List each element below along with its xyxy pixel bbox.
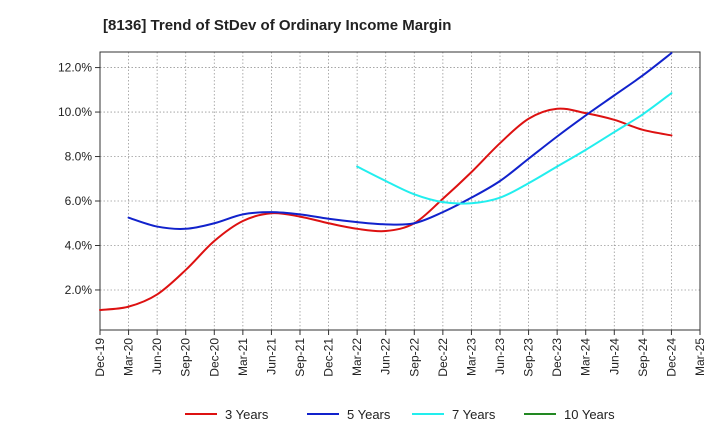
x-tick-label: Sep-21 (293, 338, 307, 377)
y-tick-label: 6.0% (65, 194, 93, 208)
legend-label: 7 Years (452, 407, 496, 422)
series-line-0 (99, 107, 673, 311)
legend-label: 5 Years (347, 407, 391, 422)
legend-label: 3 Years (225, 407, 269, 422)
chart-title: [8136] Trend of StDev of Ordinary Income… (103, 17, 451, 34)
series-line-2 (356, 92, 673, 205)
legend-label: 10 Years (564, 407, 615, 422)
x-tick-label: Sep-20 (179, 338, 193, 377)
x-tick-label: Jun-23 (493, 338, 507, 375)
y-tick-label: 12.0% (58, 61, 92, 75)
x-tick-label: Jun-22 (379, 338, 393, 375)
x-axis: Dec-19 Mar-20 Jun-20 Sep-20 Dec-20 Mar-21 Jun-… (93, 330, 707, 377)
x-tick-label: Mar-23 (464, 338, 478, 376)
plot-area-frame (99, 51, 701, 331)
x-tick-label: Mar-20 (122, 338, 136, 376)
x-tick-label: Jun-20 (150, 338, 164, 375)
x-tick-label: Sep-23 (522, 338, 536, 377)
x-tick-label: Sep-24 (636, 338, 650, 377)
series-lines (99, 52, 673, 311)
x-tick-label: Jun-21 (264, 338, 278, 375)
y-axis: 2.0% 4.0% 6.0% 8.0% 10.0% 12.0% (58, 61, 100, 297)
x-tick-label: Mar-22 (350, 338, 364, 376)
grid-lines (100, 52, 700, 330)
x-tick-label: Mar-21 (236, 338, 250, 376)
x-tick-label: Mar-25 (693, 338, 707, 376)
x-tick-label: Mar-24 (579, 338, 593, 376)
y-tick-label: 4.0% (65, 238, 93, 252)
x-tick-label: Dec-20 (207, 338, 221, 377)
y-tick-label: 8.0% (65, 150, 93, 164)
y-tick-label: 2.0% (65, 283, 93, 297)
x-tick-label: Dec-24 (664, 338, 678, 377)
x-tick-label: Dec-19 (93, 338, 107, 377)
x-tick-label: Dec-22 (436, 338, 450, 377)
x-tick-label: Dec-21 (322, 338, 336, 377)
series-line-1 (127, 52, 673, 230)
x-tick-label: Sep-22 (407, 338, 421, 377)
x-tick-label: Jun-24 (607, 338, 621, 375)
y-tick-label: 10.0% (58, 105, 92, 119)
x-tick-label: Dec-23 (550, 338, 564, 377)
legend: 3 Years 5 Years 7 Years 10 Years (185, 407, 615, 422)
